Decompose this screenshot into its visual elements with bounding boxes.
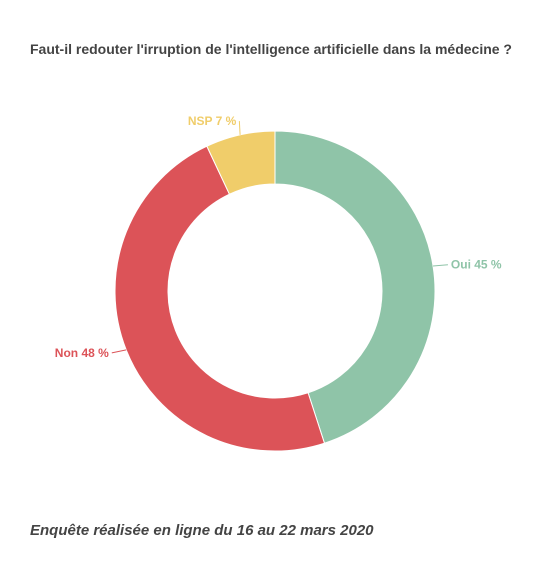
slice-label-oui: Oui 45 % [451, 258, 502, 272]
donut-slices [114, 130, 436, 452]
donut-labels: Oui 45 % Non 48 % NSP 7 % [55, 114, 502, 360]
slice-nsp [206, 130, 276, 195]
leader-line-non [111, 349, 127, 354]
leader-line-oui [432, 264, 448, 267]
chart-note: Enquête réalisée en ligne du 16 au 22 ma… [30, 522, 374, 539]
slice-label-non: Non 48 % [55, 346, 109, 360]
leader-line-nsp [238, 121, 241, 135]
slice-oui [274, 130, 436, 444]
chart-title: Faut-il redouter l'irruption de l'intell… [30, 41, 512, 57]
slice-non [114, 145, 326, 452]
slice-label-nsp: NSP 7 % [188, 114, 237, 128]
